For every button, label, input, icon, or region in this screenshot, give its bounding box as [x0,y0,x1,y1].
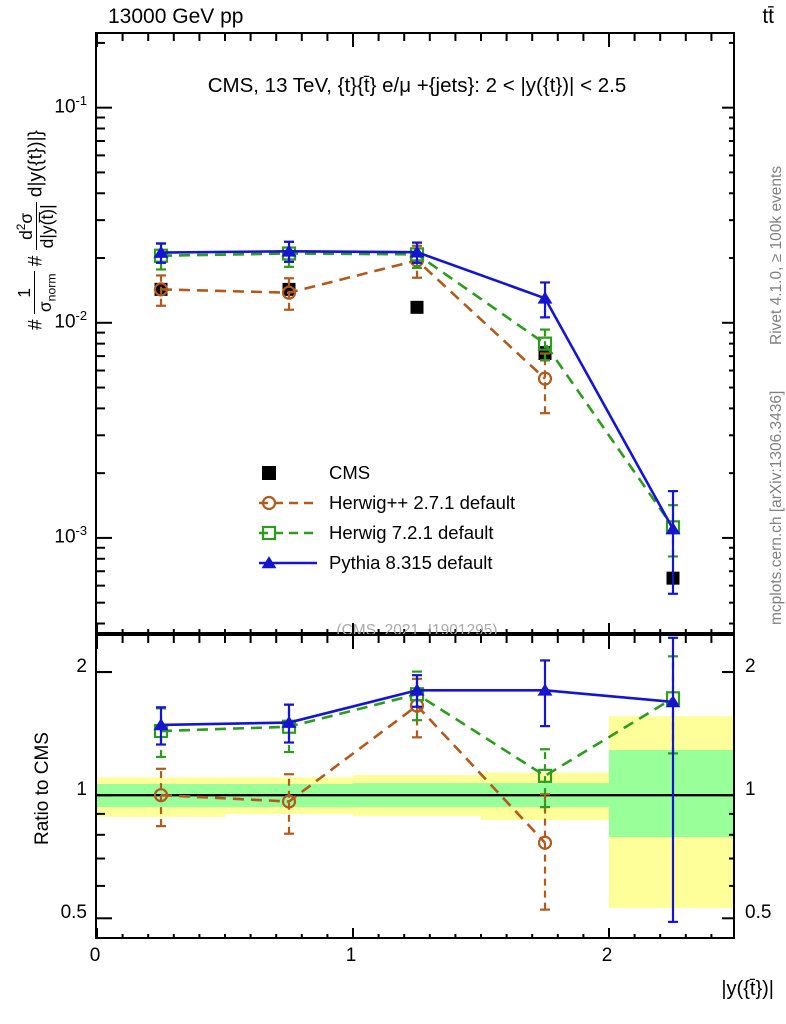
legend-label: CMS [329,462,371,483]
ratio-plot-svg [97,636,733,937]
header-beam-label: 13000 GeV pp [108,5,244,28]
legend-key-pythia [257,552,319,574]
y-tick-label-main: 10-3 [54,522,87,548]
legend-key-glyph [259,525,317,541]
legend-item: CMS [257,458,515,488]
ylabel-tail: d|y({t})|} [25,130,47,198]
x-axis-label: |y({t̄})| [721,978,774,1000]
ylabel-frac-one: 1 σnorm [14,271,59,315]
legend-item: Pythia 8.315 default [257,548,515,578]
legend-item: Herwig++ 2.7.1 default [257,488,515,518]
y-tick-label-ratio-right: 0.5 [745,902,772,924]
legend-key-herwig7 [257,522,319,544]
legend-key-herwigpp [257,492,319,514]
x-tick-label: 1 [345,945,357,966]
mcplots-source-label: mcplots.cern.ch [arXiv:1306.3436] [768,390,785,625]
ylabel-lead: # [25,319,47,330]
y-tick-label-ratio-right: 2 [745,656,756,678]
legend-label: Herwig 7.2.1 default [329,522,494,543]
main-plot-svg [97,34,733,632]
legend-label: Herwig++ 2.7.1 default [329,492,516,513]
y-tick-label-ratio: 1 [76,779,87,801]
x-tick-label: 0 [89,945,101,966]
legend-key-cms [257,462,319,484]
legend: CMS Herwig++ 2.7.1 default Herwig 7.2.1 … [257,458,515,578]
header-process-label: tt̄ [762,5,774,28]
ylabel-mid: # [25,255,47,267]
legend-key-glyph [259,556,317,569]
y-axis-label-main: # 1 σnorm # d2σ d|y(t̅)| d|y({t})|} [14,130,59,330]
y-tick-label-main: 10-1 [54,92,87,117]
y-tick-label-ratio: 2 [76,656,87,678]
legend-label: Pythia 8.315 default [329,552,493,573]
legend-item: Herwig 7.2.1 default [257,518,515,548]
legend-key-glyph [262,466,276,480]
ylabel-frac-two: d2σ d|y(t̅)| [14,202,58,251]
ratio-plot-area [97,636,733,937]
plot-title: CMS, 13 TeV, {t}{t̄} e/μ +{jets}: 2 < |y… [207,74,627,97]
rivet-version-label: Rivet 4.1.0, ≥ 100k events [768,165,785,345]
y-tick-label-main: 10-2 [54,307,87,333]
x-tick-label: 2 [601,945,613,966]
main-plot-panel: CMS, 13 TeV, {t}{t̄} e/μ +{jets}: 2 < |y… [95,32,735,639]
main-plot-area [97,34,733,632]
y-axis-label-ratio: Ratio to CMS [32,732,53,845]
y-tick-label-ratio-right: 1 [745,779,756,801]
legend-key-glyph [259,495,317,511]
y-tick-label-ratio: 0.5 [60,902,87,924]
ratio-plot-panel [95,634,735,939]
